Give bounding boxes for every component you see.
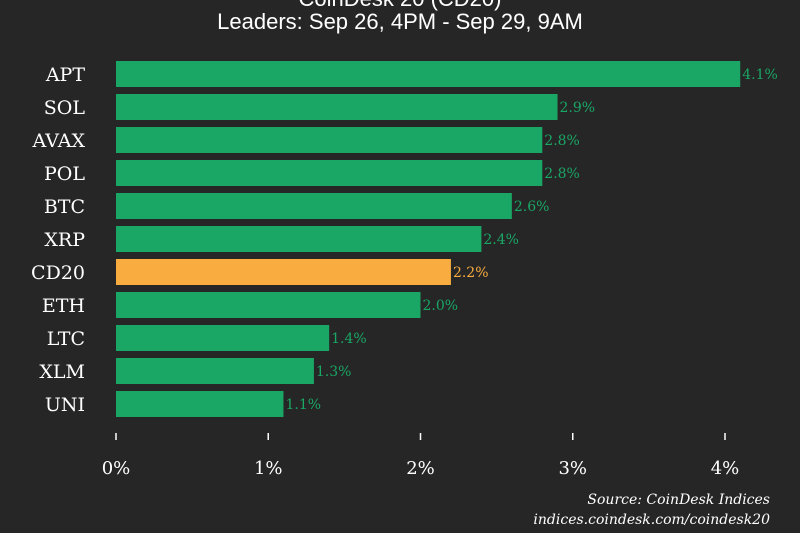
value-label-pol: 2.8%: [544, 166, 580, 182]
category-label-sol: SOL: [44, 97, 86, 119]
source-note: Source: CoinDesk Indices: [587, 492, 770, 508]
value-label-sol: 2.9%: [560, 100, 596, 116]
source-url: indices.coindesk.com/coindesk20: [533, 512, 770, 528]
value-label-cd20: 2.2%: [453, 265, 489, 281]
x-tick-label-2: 2%: [406, 458, 435, 479]
chart-subtitle: Leaders: Sep 26, 4PM - Sep 29, 9AM: [217, 9, 583, 34]
value-label-xlm: 1.3%: [316, 364, 352, 380]
category-label-xlm: XLM: [39, 361, 85, 383]
category-label-pol: POL: [44, 163, 85, 185]
bar-sol: [116, 94, 558, 120]
x-tick-label-4: 4%: [711, 458, 740, 479]
chart-title: CoinDesk 20 (CD20): [0, 0, 800, 12]
x-tick-label-0: 0%: [102, 458, 131, 479]
category-label-uni: UNI: [45, 394, 85, 416]
value-label-btc: 2.6%: [514, 199, 550, 215]
category-label-avax: AVAX: [32, 130, 86, 152]
category-label-eth: ETH: [42, 295, 85, 317]
category-label-xrp: XRP: [44, 229, 85, 251]
bar-uni: [116, 391, 284, 417]
x-tick-label-1: 1%: [254, 458, 283, 479]
x-tick-label-3: 3%: [558, 458, 587, 479]
category-label-btc: BTC: [44, 196, 85, 218]
bar-xlm: [116, 358, 314, 384]
value-label-apt: 4.1%: [742, 67, 778, 83]
category-label-ltc: LTC: [47, 328, 85, 350]
category-label-apt: APT: [45, 64, 86, 86]
value-label-xrp: 2.4%: [483, 232, 519, 248]
bar-cd20: [116, 259, 451, 285]
category-label-cd20: CD20: [31, 262, 85, 284]
bar-ltc: [116, 325, 330, 351]
bar-avax: [116, 127, 543, 153]
bar-eth: [116, 292, 421, 318]
value-label-ltc: 1.4%: [331, 331, 367, 347]
bar-xrp: [116, 226, 482, 252]
bar-pol: [116, 160, 543, 186]
value-label-avax: 2.8%: [544, 133, 580, 149]
bar-apt: [116, 61, 741, 87]
value-label-eth: 2.0%: [423, 298, 459, 314]
value-label-uni: 1.1%: [285, 397, 321, 413]
bar-btc: [116, 193, 512, 219]
